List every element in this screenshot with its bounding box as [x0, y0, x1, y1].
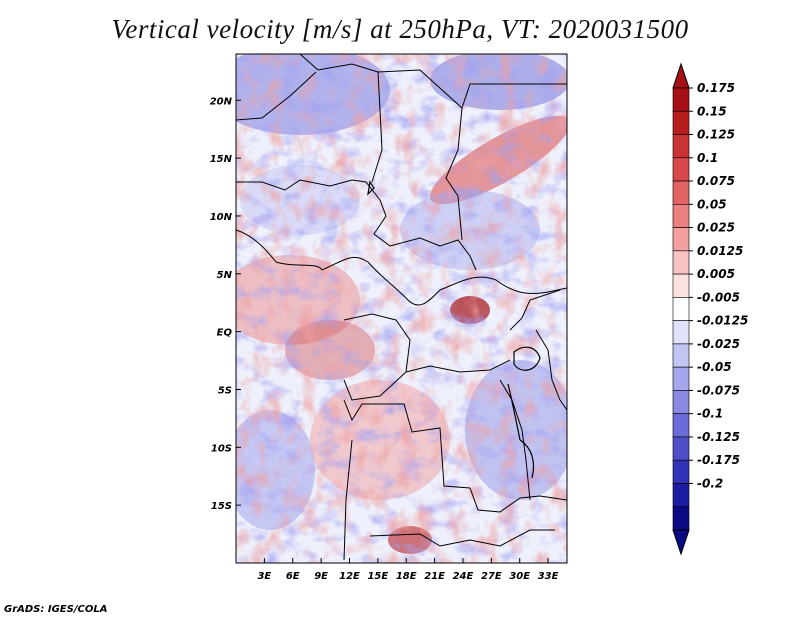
lon-tick-label: 30E: [509, 571, 530, 582]
lon-tick-label: 33E: [538, 571, 559, 582]
lon-tick-label: 9E: [314, 571, 328, 582]
colorbar-label: 0.15: [697, 104, 727, 118]
lon-tick-label: 24E: [453, 571, 474, 582]
colorbar-label: -0.175: [697, 453, 740, 467]
colorbar-swatch: [672, 366, 690, 391]
colorbar-swatch: [672, 204, 690, 228]
colorbar-label: 0.025: [697, 221, 735, 235]
colorbar-label: -0.2: [697, 476, 723, 490]
lat-tick-label: 5N: [217, 270, 233, 281]
colorbar-swatch: [672, 134, 690, 159]
colorbar-swatch: [672, 273, 690, 298]
longitude-axis: 3E 6E 9E 12E 15E 18E 21E 24E 27E 30E 33E: [257, 558, 559, 582]
colorbar-swatch: [672, 413, 690, 438]
colorbar-swatch: [672, 110, 690, 135]
lon-tick-label: 18E: [396, 571, 417, 582]
colorbar-swatch: [672, 390, 690, 414]
lon-tick-label: 6E: [286, 571, 300, 582]
colorbar-swatch: [672, 157, 690, 182]
colorbar-top-arrow: [672, 62, 690, 89]
colorbar-label: -0.05: [697, 360, 732, 374]
colorbar-swatch: [672, 506, 690, 531]
colorbar: 0.175 0.15 0.125 0.1 0.075 0.05 0.025 0.0125 0.0…: [672, 62, 748, 556]
colorbar-swatch: [672, 320, 690, 345]
lat-tick-label: 10S: [211, 443, 232, 454]
lat-tick-label: EQ: [217, 328, 233, 339]
colorbar-swatch: [672, 297, 690, 321]
velocity-field: [236, 54, 567, 563]
colorbar-label: 0.1: [697, 151, 718, 165]
lon-tick-label: 12E: [339, 571, 360, 582]
colorbar-label: -0.005: [697, 290, 740, 304]
colorbar-label: 0.075: [697, 174, 735, 188]
colorbar-label: 0.05: [697, 197, 727, 211]
colorbar-label: -0.075: [697, 383, 740, 397]
colorbar-label: -0.0125: [697, 314, 748, 328]
lat-tick-label: 15S: [211, 501, 232, 512]
lakes: [367, 180, 541, 479]
colorbar-label: -0.025: [697, 337, 740, 351]
colorbar-swatch: [672, 483, 690, 508]
colorbar-label: 0.125: [697, 128, 735, 142]
colorbar-bottom-arrow: [672, 529, 690, 556]
colorbar-label: 0.175: [697, 81, 735, 95]
lon-tick-label: 21E: [424, 571, 445, 582]
latitude-axis: 20N 15N 10N 5N EQ 5S 10S 15S: [210, 96, 241, 512]
colorbar-label: 0.005: [697, 267, 735, 281]
grads-credit: GrADS: IGES/COLA: [4, 604, 108, 615]
lat-tick-label: 20N: [210, 96, 233, 107]
colorbar-swatch: [672, 180, 690, 205]
colorbar-swatch: [672, 343, 690, 368]
colorbar-label: 0.0125: [697, 244, 743, 258]
country-borders: [236, 54, 567, 561]
chart-title: Vertical velocity [m/s] at 250hPa, VT: 2…: [111, 14, 689, 44]
lat-tick-label: 5S: [218, 385, 232, 396]
colorbar-label: -0.125: [697, 430, 740, 444]
colorbar-swatch: [672, 87, 690, 112]
lon-tick-label: 15E: [367, 571, 388, 582]
lon-tick-label: 27E: [481, 571, 502, 582]
colorbar-swatch: [672, 436, 690, 461]
colorbar-swatch: [672, 459, 690, 484]
lon-tick-label: 3E: [257, 571, 271, 582]
lat-tick-label: 15N: [210, 154, 233, 165]
colorbar-swatch: [672, 250, 690, 275]
lat-tick-label: 10N: [210, 212, 233, 223]
colorbar-swatch: [672, 227, 690, 252]
map-frame: [235, 53, 568, 564]
colorbar-label: -0.1: [697, 407, 723, 421]
